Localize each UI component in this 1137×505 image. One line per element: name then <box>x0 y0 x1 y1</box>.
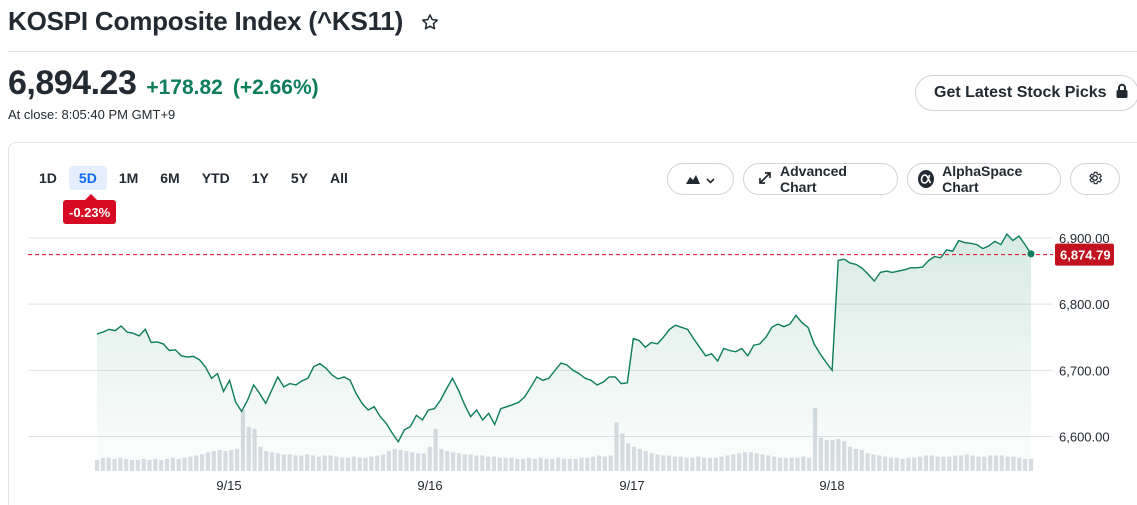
get-stock-picks-label: Get Latest Stock Picks <box>934 84 1107 101</box>
y-tick-label: 6,900.00 <box>1059 231 1110 246</box>
gear-icon <box>1087 170 1103 189</box>
get-stock-picks-button[interactable]: Get Latest Stock Picks <box>915 75 1137 111</box>
y-tick-label: 6,800.00 <box>1059 297 1110 312</box>
tab-1d[interactable]: 1D <box>39 170 57 186</box>
chart-card <box>8 142 1137 505</box>
last-price-marker <box>1027 250 1035 258</box>
page-title: KOSPI Composite Index (^KS11) <box>8 6 404 36</box>
advanced-chart-button[interactable]: Advanced Chart <box>743 163 898 195</box>
y-tick-label: 6,600.00 <box>1059 430 1110 445</box>
tab-5d[interactable]: 5D <box>68 166 107 190</box>
header-divider <box>8 51 1137 52</box>
chart-type-button[interactable] <box>667 163 734 195</box>
chart-settings-button[interactable] <box>1070 163 1120 195</box>
x-tick-label: 9/17 <box>619 478 644 493</box>
tab-5y[interactable]: 5Y <box>290 170 308 186</box>
mountain-chart-icon <box>686 171 700 187</box>
price-area <box>97 234 1031 470</box>
x-tick-label: 9/16 <box>417 478 442 493</box>
lock-icon <box>1115 83 1129 104</box>
star-icon[interactable] <box>419 11 441 33</box>
chevron-down-icon <box>706 171 715 187</box>
close-timestamp: At close: 8:05:40 PM GMT+9 <box>8 107 176 122</box>
alphaspace-chart-label: AlphaSpace Chart <box>942 163 1023 195</box>
range-tabs: 1D 5D 1M 6M YTD 1Y 5Y All <box>29 166 360 190</box>
price-value: 6,894.23 <box>8 64 137 102</box>
tab-1m[interactable]: 1M <box>118 170 139 186</box>
advanced-chart-label: Advanced Chart <box>780 163 847 195</box>
x-tick-label: 9/15 <box>216 478 241 493</box>
price-change-percent: (+2.66%) <box>232 76 319 99</box>
y-tick-label: 6,700.00 <box>1059 363 1110 378</box>
price-change: +178.82 <box>146 76 223 99</box>
alphaspace-chart-button[interactable]: AlphaSpace Chart <box>907 163 1061 195</box>
tab-ytd[interactable]: YTD <box>201 170 230 186</box>
tab-6m[interactable]: 6M <box>160 170 180 186</box>
x-tick-label: 9/18 <box>819 478 844 493</box>
period-performance-badge: -0.23% <box>63 194 117 224</box>
current-price-label-box <box>1055 243 1114 266</box>
tab-1y[interactable]: 1Y <box>251 170 269 186</box>
tab-all[interactable]: All <box>329 170 348 186</box>
alpha-logo-icon <box>918 170 935 188</box>
price-line <box>96 232 1032 444</box>
expand-icon <box>758 171 772 188</box>
current-price-label: 6,874.79 <box>1060 248 1111 263</box>
